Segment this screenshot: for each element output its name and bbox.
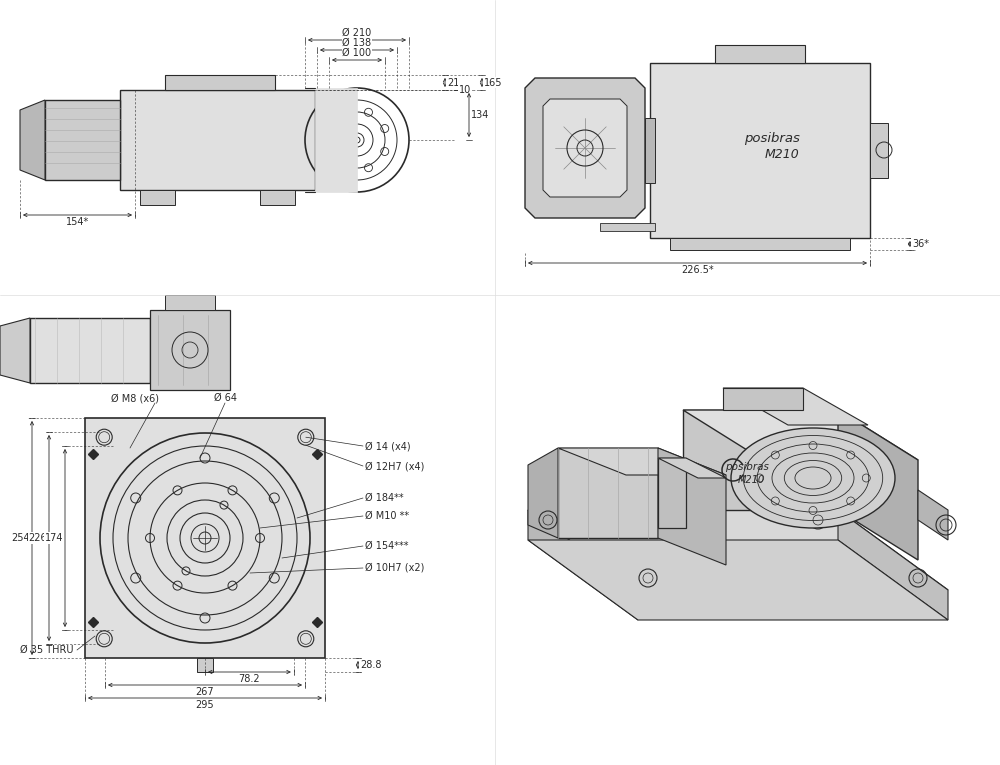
Text: 134: 134 — [471, 110, 489, 120]
Text: Ø 10H7 (x2): Ø 10H7 (x2) — [365, 563, 424, 573]
Polygon shape — [20, 100, 45, 180]
Bar — [30, 318, 150, 383]
Bar — [85, 418, 325, 658]
Bar — [140, 190, 175, 205]
Bar — [45, 100, 120, 180]
Polygon shape — [723, 388, 803, 410]
Bar — [715, 45, 805, 63]
Text: 254: 254 — [11, 533, 30, 543]
Polygon shape — [683, 410, 918, 460]
Polygon shape — [658, 458, 686, 528]
Bar — [260, 190, 295, 205]
Polygon shape — [838, 410, 918, 560]
Bar — [870, 123, 888, 178]
Bar — [165, 295, 215, 310]
Bar — [650, 63, 870, 238]
Text: 28.8: 28.8 — [360, 660, 382, 670]
Bar — [600, 223, 655, 231]
Polygon shape — [558, 448, 658, 538]
Text: 154*: 154* — [66, 217, 89, 227]
Text: M210: M210 — [765, 148, 799, 161]
Polygon shape — [528, 510, 948, 590]
Bar — [670, 238, 850, 250]
Polygon shape — [525, 78, 645, 218]
Polygon shape — [528, 510, 638, 620]
Text: 78.2: 78.2 — [239, 674, 260, 684]
Text: Ø M8 (x6): Ø M8 (x6) — [111, 393, 159, 403]
Polygon shape — [528, 540, 948, 620]
Polygon shape — [918, 490, 948, 540]
Text: Ø 12H7 (x4): Ø 12H7 (x4) — [365, 461, 424, 471]
Polygon shape — [543, 99, 627, 197]
Text: Ø M10 **: Ø M10 ** — [365, 511, 409, 521]
Text: 21: 21 — [447, 77, 459, 87]
Text: 226.5*: 226.5* — [681, 265, 714, 275]
Text: Ø 138: Ø 138 — [342, 38, 372, 48]
Bar — [150, 310, 230, 390]
Polygon shape — [528, 448, 558, 538]
Text: posibras: posibras — [744, 132, 800, 145]
Text: 267: 267 — [196, 687, 214, 697]
Ellipse shape — [731, 428, 895, 528]
Text: Ø 100: Ø 100 — [342, 48, 372, 58]
Text: Ø 210: Ø 210 — [342, 28, 372, 38]
Polygon shape — [838, 510, 948, 620]
Polygon shape — [558, 448, 726, 475]
Text: posibras: posibras — [725, 462, 769, 472]
Bar — [165, 75, 275, 90]
Polygon shape — [658, 458, 726, 478]
Text: Ø 184**: Ø 184** — [365, 493, 404, 503]
Polygon shape — [0, 318, 30, 383]
Text: Ø 154***: Ø 154*** — [365, 541, 409, 551]
Text: M210: M210 — [737, 475, 765, 485]
Text: Ø 14 (x4): Ø 14 (x4) — [365, 441, 411, 451]
Polygon shape — [723, 388, 868, 425]
Text: Ø 35 THRU: Ø 35 THRU — [20, 645, 74, 655]
Text: Ø 64: Ø 64 — [214, 393, 237, 403]
Bar — [120, 90, 315, 190]
Bar — [197, 658, 213, 672]
Polygon shape — [683, 410, 838, 510]
Text: 226: 226 — [28, 533, 47, 543]
Text: 36*: 36* — [912, 239, 929, 249]
Text: 174: 174 — [44, 533, 63, 543]
Text: 165: 165 — [484, 77, 503, 87]
Bar — [315, 88, 357, 192]
Polygon shape — [658, 448, 726, 565]
Text: 10: 10 — [459, 85, 471, 95]
Bar — [645, 118, 655, 183]
Text: 295: 295 — [196, 700, 214, 710]
